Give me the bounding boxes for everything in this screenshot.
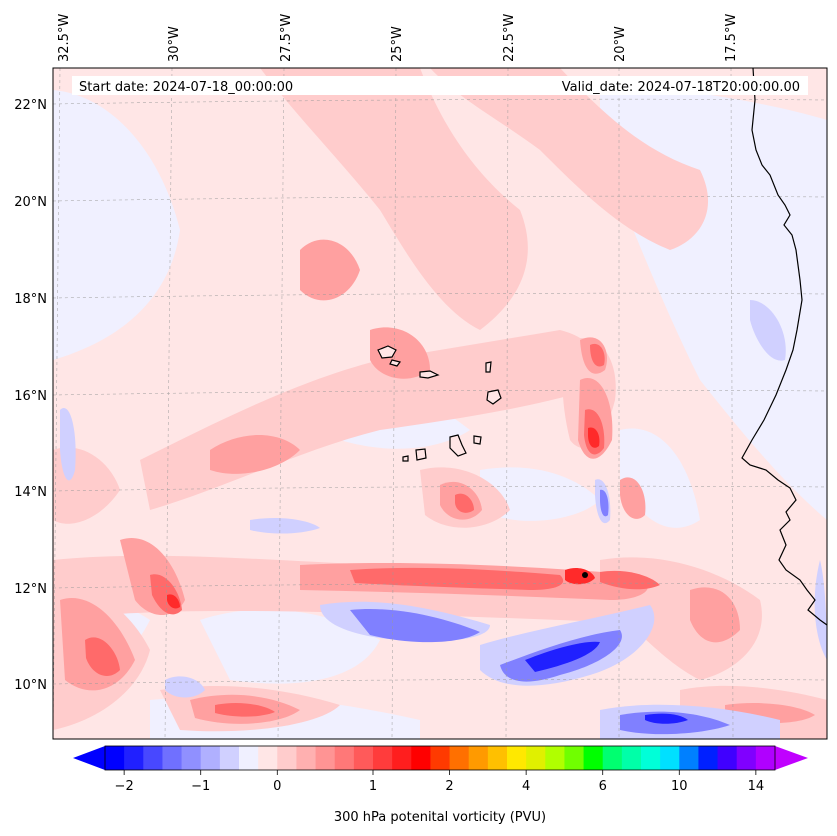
colorbar-cell — [717, 746, 738, 770]
colorbar-cell — [698, 746, 719, 770]
vorticity-field — [53, 68, 827, 739]
colorbar-extend-low — [73, 746, 105, 770]
lon-label-32-5: 32.5°W — [57, 14, 72, 62]
colorbar-cell — [755, 746, 776, 770]
map-frame — [52, 67, 828, 740]
colorbar-tick-label: 6 — [599, 779, 607, 794]
colorbar-cell — [373, 746, 393, 770]
lat-label-20: 20°N — [14, 195, 47, 210]
colorbar-cell — [353, 746, 374, 770]
lat-label-14: 14°N — [14, 485, 47, 500]
lon-label-25: 25°W — [390, 26, 405, 62]
colorbar-cell — [526, 746, 546, 770]
lon-label-20: 20°W — [613, 26, 628, 62]
cape-verde-islands — [377, 345, 502, 462]
lon-label-27-5: 27.5°W — [279, 14, 294, 62]
africa-coastline — [741, 68, 827, 626]
colorbar-tick-label: −2 — [115, 779, 134, 794]
lat-label-22: 22°N — [14, 98, 47, 113]
lat-label-16: 16°N — [14, 389, 47, 404]
colorbar-ticks: −2 −1 0 1 2 4 6 10 14 — [115, 770, 765, 794]
colorbar-tick-label: 2 — [445, 779, 453, 794]
start-date-label: Start date: 2024-07-18_00:00:00 — [79, 80, 293, 95]
latitude-labels: 22°N 20°N 18°N 16°N 14°N 12°N 10°N — [14, 98, 47, 693]
colorbar-tick-label: 4 — [522, 779, 530, 794]
colorbar-cell — [679, 746, 699, 770]
colorbar-cell — [392, 746, 412, 770]
date-info-box — [72, 76, 808, 95]
colorbar-cell — [258, 746, 278, 770]
colorbar-cell — [277, 746, 297, 770]
colorbar-cell — [564, 746, 585, 770]
colorbar-extend-high — [775, 746, 808, 770]
colorbar-cell — [736, 746, 757, 770]
colorbar-cell — [430, 746, 451, 770]
lat-label-12: 12°N — [14, 582, 47, 597]
lon-label-22-5: 22.5°W — [502, 14, 517, 62]
colorbar-cell — [239, 746, 259, 770]
colorbar: −2 −1 0 1 2 4 6 10 14 300 hPa potenital vorticit… — [73, 745, 808, 825]
colorbar-cell — [162, 746, 183, 770]
colorbar-cell — [468, 746, 489, 770]
deep-red-core — [582, 572, 588, 578]
colorbar-cell — [507, 746, 527, 770]
colorbar-cell — [105, 746, 125, 770]
colorbar-tick-label: 10 — [671, 779, 688, 794]
colorbar-tick-label: 0 — [273, 779, 281, 794]
colorbar-title: 300 hPa potenital vorticity (PVU) — [334, 810, 546, 825]
gridlines — [53, 68, 827, 739]
strong-red-cores — [167, 427, 600, 609]
colorbar-cell — [181, 746, 202, 770]
colorbar-cell — [487, 746, 508, 770]
colorbar-frame — [104, 745, 776, 771]
colorbar-cell — [602, 746, 623, 770]
colorbar-cell — [315, 746, 336, 770]
colorbar-cell — [200, 746, 221, 770]
colorbar-tick-label: 14 — [748, 779, 765, 794]
colorbar-cell — [621, 746, 642, 770]
colorbar-cell — [411, 746, 431, 770]
colorbar-cell — [449, 746, 470, 770]
valid-date-label: Valid_date: 2024-07-18T20:00:00.00 — [562, 80, 800, 95]
colorbar-tick-label: −1 — [191, 779, 210, 794]
colorbar-cell — [660, 746, 680, 770]
lon-label-30: 30°W — [167, 26, 182, 62]
colorbar-cell — [583, 746, 604, 770]
colorbar-cell — [296, 746, 317, 770]
deep-blue-regions — [525, 641, 688, 724]
colorbar-cell — [641, 746, 661, 770]
longitude-labels: 32.5°W 30°W 27.5°W 25°W 22.5°W 20°W 17.5… — [57, 14, 739, 62]
lat-label-18: 18°N — [14, 292, 47, 307]
colorbar-cell — [545, 746, 565, 770]
colorbar-cell — [143, 746, 163, 770]
lat-label-10: 10°N — [14, 678, 47, 693]
colorbar-cells — [105, 746, 776, 770]
colorbar-cell — [124, 746, 144, 770]
lon-label-17-5: 17.5°W — [724, 14, 739, 62]
colorbar-cell — [219, 746, 240, 770]
colorbar-cell — [334, 746, 355, 770]
colorbar-tick-label: 1 — [369, 779, 377, 794]
